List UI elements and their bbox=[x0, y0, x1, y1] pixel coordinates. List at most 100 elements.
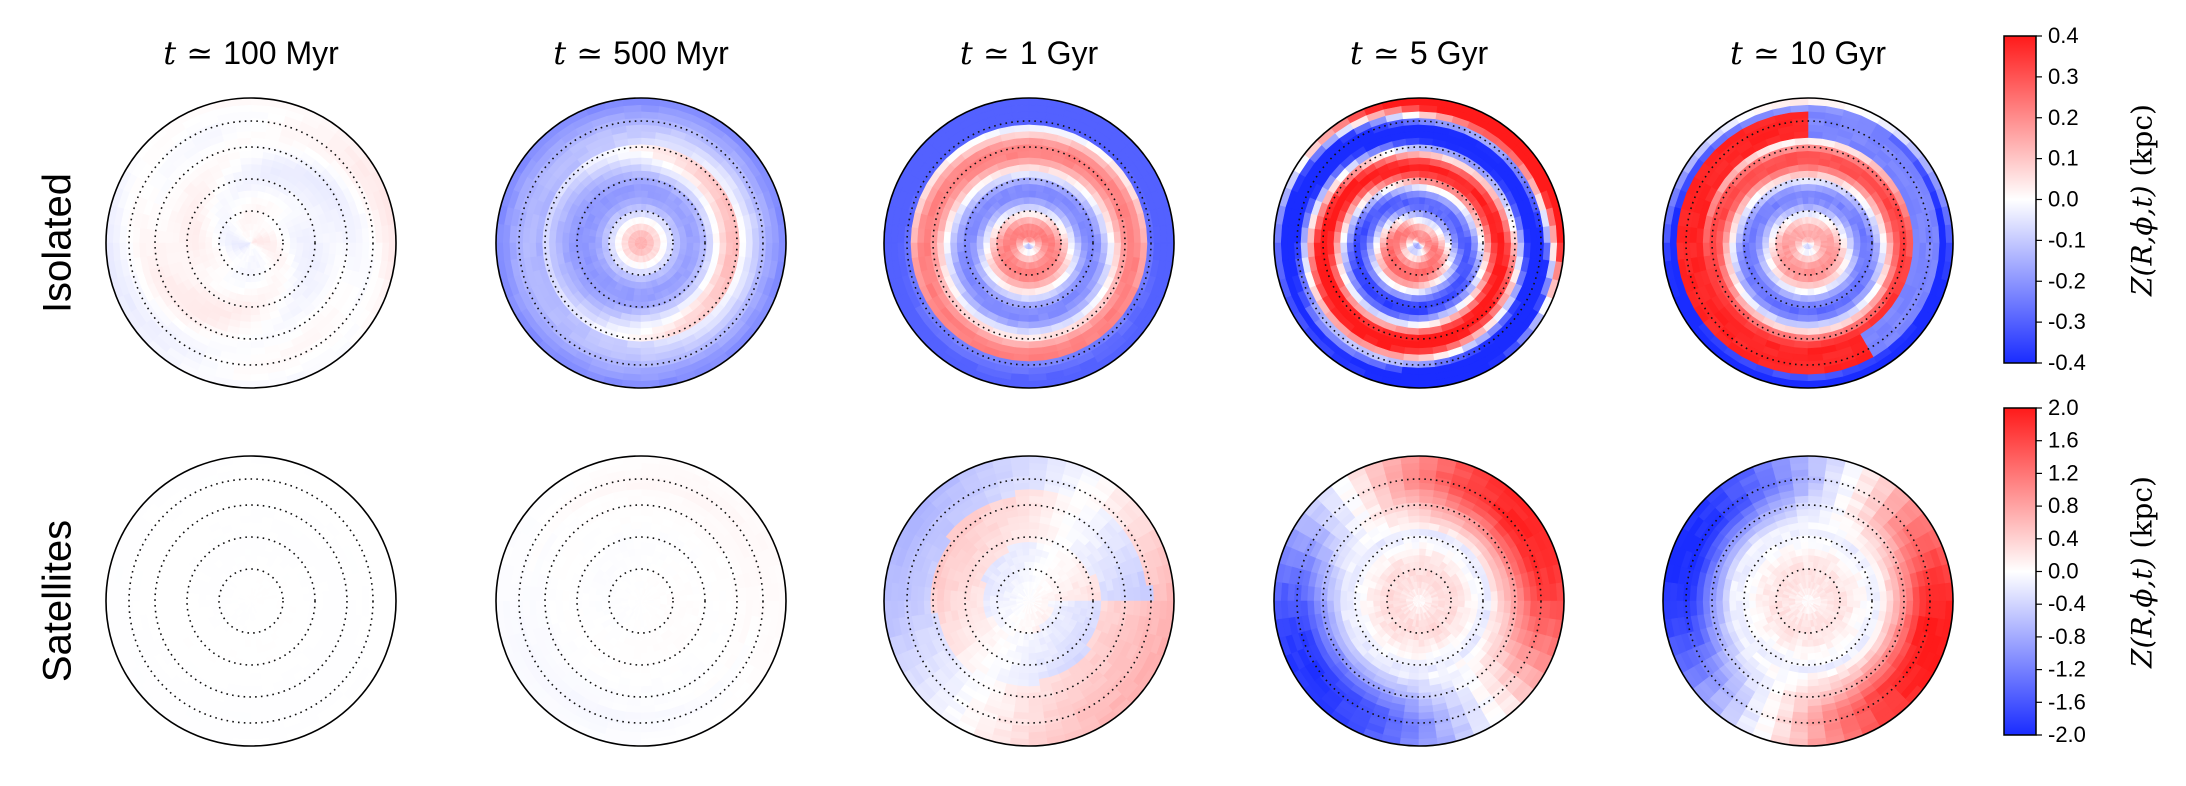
colorbar-tick-label: 0.4 bbox=[2048, 526, 2079, 551]
colorbar-tick-label: 0.1 bbox=[2048, 146, 2079, 171]
colorbar-tick-label: -1.2 bbox=[2048, 657, 2086, 682]
approx-symbol: ≃ bbox=[1742, 34, 1790, 72]
dotted-ring bbox=[996, 568, 1062, 634]
dotted-ring bbox=[576, 536, 706, 666]
dotted-ring bbox=[964, 536, 1094, 666]
time-value: 500 Myr bbox=[613, 35, 729, 71]
colorbar-tick-label: -0.4 bbox=[2048, 591, 2086, 616]
disc-outline bbox=[1662, 97, 1954, 389]
colorbar bbox=[2003, 407, 2037, 736]
dotted-ring bbox=[128, 478, 374, 724]
colorbar-tick-label: 0.2 bbox=[2048, 105, 2079, 130]
dotted-ring bbox=[518, 478, 764, 724]
dotted-ring bbox=[544, 146, 738, 340]
dotted-ring bbox=[1354, 536, 1484, 666]
dotted-ring bbox=[608, 210, 674, 276]
dotted-ring bbox=[154, 146, 348, 340]
colorbar-tick-label: 0.3 bbox=[2048, 64, 2079, 89]
colorbar-tick-label: -2.0 bbox=[2048, 722, 2086, 747]
colorbar-tick-label: 1.6 bbox=[2048, 428, 2079, 453]
disc-map bbox=[1662, 455, 1954, 747]
disc-outline bbox=[495, 455, 787, 747]
column-title: t ≃ 100 Myr bbox=[71, 34, 431, 72]
colorbar-tick-label: 2.0 bbox=[2048, 395, 2079, 420]
approx-symbol: ≃ bbox=[1362, 34, 1410, 72]
disc-outline bbox=[1273, 97, 1565, 389]
dotted-ring bbox=[576, 178, 706, 308]
colorbar-tick-label: -1.6 bbox=[2048, 689, 2086, 714]
colorbar-label: Z(R,ϕ,t) (kpc) bbox=[2125, 475, 2159, 668]
approx-symbol: ≃ bbox=[176, 34, 224, 72]
time-value: 1 Gyr bbox=[1019, 35, 1099, 71]
colorbar-label: Z(R,ϕ,t) (kpc) bbox=[2125, 103, 2159, 296]
dotted-ring bbox=[1743, 178, 1873, 308]
disc-outline bbox=[883, 455, 1175, 747]
disc-map bbox=[105, 97, 397, 389]
column-title: t ≃ 5 Gyr bbox=[1239, 34, 1599, 72]
colorbar-tick-label: 0.0 bbox=[2048, 187, 2079, 212]
dotted-ring bbox=[1322, 146, 1516, 340]
dotted-ring bbox=[608, 568, 674, 634]
dotted-ring bbox=[218, 210, 284, 276]
dotted-ring bbox=[906, 120, 1152, 366]
disc-map bbox=[495, 455, 787, 747]
time-symbol: t bbox=[163, 34, 177, 72]
dotted-ring bbox=[1386, 568, 1452, 634]
disc-outline bbox=[1273, 455, 1565, 747]
dotted-ring bbox=[932, 146, 1126, 340]
disc-outline bbox=[105, 455, 397, 747]
dotted-ring bbox=[1685, 120, 1931, 366]
colorbar-tick-label: -0.3 bbox=[2048, 309, 2086, 334]
dotted-ring bbox=[1775, 210, 1841, 276]
dotted-ring bbox=[932, 504, 1126, 698]
approx-symbol: ≃ bbox=[566, 34, 614, 72]
dotted-ring bbox=[1296, 478, 1542, 724]
colorbar-tick-label: 0.0 bbox=[2048, 559, 2079, 584]
disc-map bbox=[1273, 97, 1565, 389]
dotted-ring bbox=[186, 536, 316, 666]
colorbar bbox=[2003, 35, 2037, 364]
disc-map bbox=[495, 97, 787, 389]
column-title: t ≃ 10 Gyr bbox=[1628, 34, 1988, 72]
disc-map bbox=[883, 455, 1175, 747]
time-value: 5 Gyr bbox=[1409, 35, 1489, 71]
time-symbol: t bbox=[1729, 34, 1743, 72]
dotted-ring bbox=[518, 120, 764, 366]
dotted-ring bbox=[906, 478, 1152, 724]
colorbar-tick-label: 0.8 bbox=[2048, 493, 2079, 518]
time-value: 10 Gyr bbox=[1789, 35, 1887, 71]
time-symbol: t bbox=[959, 34, 973, 72]
dotted-ring bbox=[1711, 146, 1905, 340]
disc-outline bbox=[883, 97, 1175, 389]
disc-outline bbox=[495, 97, 787, 389]
dotted-ring bbox=[218, 568, 284, 634]
dotted-ring bbox=[1354, 178, 1484, 308]
colorbar-tick-label: -0.8 bbox=[2048, 624, 2086, 649]
disc-map bbox=[1273, 455, 1565, 747]
column-title: t ≃ 500 Myr bbox=[461, 34, 821, 72]
disc-map bbox=[1662, 97, 1954, 389]
colorbar-tick-label: 1.2 bbox=[2048, 460, 2079, 485]
time-symbol: t bbox=[553, 34, 567, 72]
dotted-ring bbox=[1296, 120, 1542, 366]
colorbar-tick-label: -0.1 bbox=[2048, 227, 2086, 252]
colorbar-tick-label: -0.2 bbox=[2048, 268, 2086, 293]
dotted-ring bbox=[128, 120, 374, 366]
time-symbol: t bbox=[1349, 34, 1363, 72]
disc-outline bbox=[105, 97, 397, 389]
dotted-ring bbox=[1386, 210, 1452, 276]
dotted-ring bbox=[964, 178, 1094, 308]
approx-symbol: ≃ bbox=[972, 34, 1020, 72]
column-title: t ≃ 1 Gyr bbox=[849, 34, 1209, 72]
dotted-ring bbox=[996, 210, 1062, 276]
dotted-ring bbox=[1775, 568, 1841, 634]
dotted-ring bbox=[544, 504, 738, 698]
disc-map bbox=[105, 455, 397, 747]
colorbar-tick-label: -0.4 bbox=[2048, 350, 2086, 375]
dotted-ring bbox=[154, 504, 348, 698]
disc-map bbox=[883, 97, 1175, 389]
dotted-ring bbox=[1743, 536, 1873, 666]
colorbar-tick-label: 0.4 bbox=[2048, 23, 2079, 48]
